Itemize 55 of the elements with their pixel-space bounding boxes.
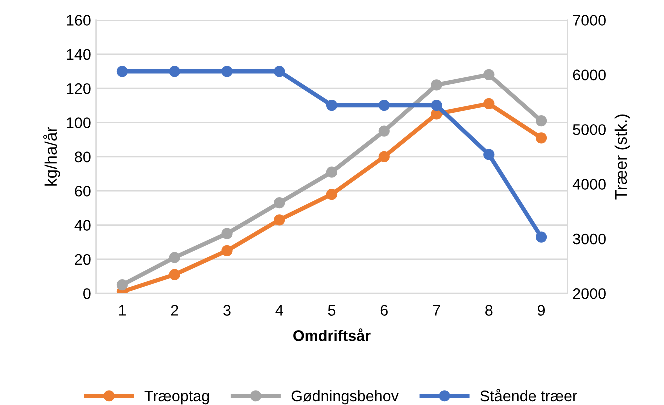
- point: [431, 100, 442, 112]
- x-tick-label: 3: [224, 305, 231, 316]
- x-tick-label: 2: [171, 305, 178, 316]
- point: [274, 214, 286, 226]
- point: [484, 98, 495, 110]
- x-tick-label: 4: [276, 305, 284, 316]
- point: [222, 228, 233, 240]
- point: [378, 126, 390, 137]
- legend-label: Stående træer: [480, 389, 578, 402]
- point: [326, 166, 338, 178]
- y-tick-label: 80: [75, 152, 91, 163]
- point: [431, 80, 442, 91]
- point: [378, 100, 390, 112]
- point: [116, 66, 128, 78]
- point: [536, 116, 548, 127]
- point: [169, 269, 180, 280]
- x-axis-title: Omdriftsår: [294, 328, 371, 342]
- y-tick-label: 0: [84, 288, 91, 300]
- y2-tick-label: 5000: [573, 124, 606, 136]
- y-tick-label: 120: [67, 83, 91, 94]
- point: [326, 188, 338, 200]
- y-tick-label: 40: [74, 220, 91, 231]
- y2-tick-label: 3000: [573, 234, 606, 245]
- legend-label: Træoptag: [144, 390, 210, 405]
- x-tick-label: 8: [486, 305, 493, 316]
- y-tick-label: 140: [67, 49, 91, 60]
- y2-tick-label: 6000: [573, 70, 606, 81]
- y2-tick-label: 7000: [573, 15, 606, 26]
- y2-tick-label: 4000: [572, 179, 606, 190]
- x-tick-label: 1: [119, 305, 126, 316]
- point: [378, 151, 390, 162]
- point: [536, 132, 548, 144]
- x-tick-label: 6: [380, 305, 388, 316]
- point: [484, 149, 495, 160]
- point: [326, 100, 338, 112]
- y-tick-label: 100: [67, 118, 91, 128]
- x-tick-label: 7: [433, 305, 440, 316]
- point: [222, 66, 233, 78]
- point: [484, 69, 495, 80]
- point: [222, 245, 233, 256]
- x-tick-label: 5: [328, 305, 336, 316]
- point: [169, 66, 180, 78]
- y-tick-label: 60: [75, 186, 91, 197]
- point: [116, 280, 128, 291]
- y-tick-label: 160: [67, 15, 91, 26]
- point: [274, 198, 286, 209]
- x-tick-label: 9: [538, 305, 546, 316]
- y-tick-label: 20: [75, 254, 91, 266]
- point: [274, 66, 286, 78]
- point: [169, 252, 180, 264]
- point: [536, 232, 548, 243]
- y-axis-title: kg/ha/år: [43, 127, 60, 186]
- y2-tick-label: 2000: [573, 288, 606, 300]
- legend-label: Gødningsbehov: [292, 390, 399, 405]
- y2-axis-title: Træer (stk.): [614, 114, 630, 200]
